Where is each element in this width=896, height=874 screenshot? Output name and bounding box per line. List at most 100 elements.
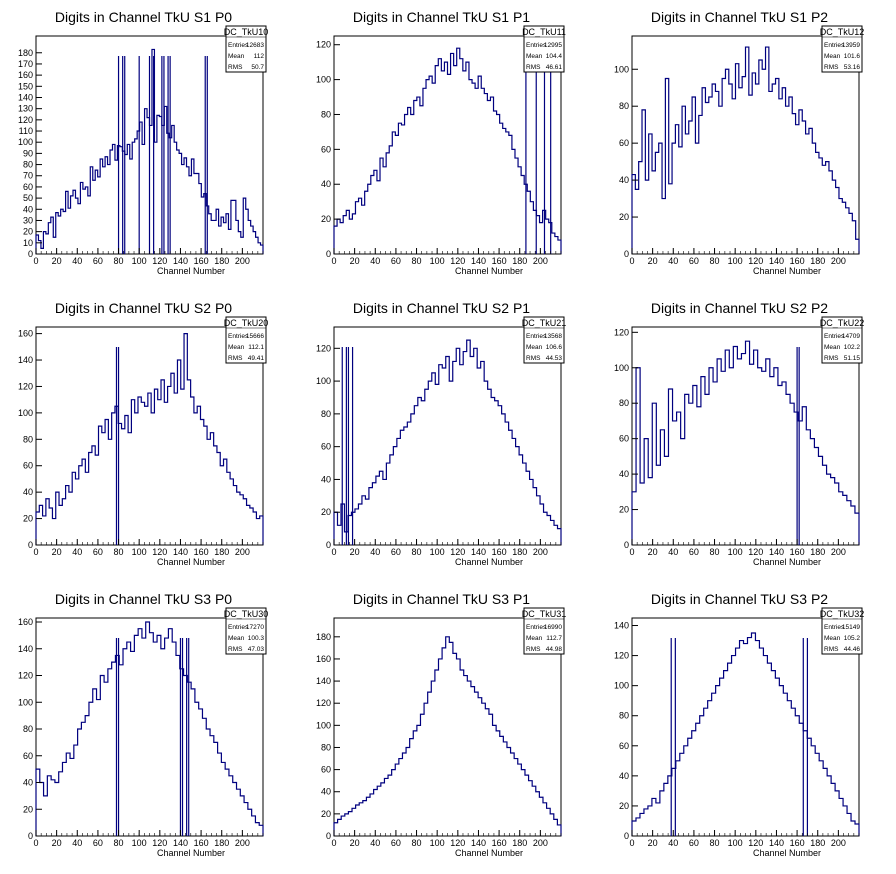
y-tick-label: 0 [624, 831, 629, 841]
x-tick-label: 20 [52, 838, 62, 848]
x-tick-label: 140 [471, 838, 486, 848]
stats-name: DC_TkU10 [224, 27, 269, 37]
stats-value: 46.61 [546, 64, 563, 71]
x-tick-label: 0 [33, 256, 38, 266]
stats-label: RMS [824, 646, 839, 653]
x-tick-label: 180 [810, 838, 825, 848]
histogram-line [333, 636, 562, 836]
stats-name: DC_TkU22 [820, 318, 865, 328]
y-tick-label: 60 [23, 461, 33, 471]
stats-value: 44.53 [546, 355, 563, 362]
y-tick-label: 110 [19, 126, 33, 136]
histogram-line [631, 632, 860, 836]
x-tick-label: 120 [748, 838, 763, 848]
x-tick-label: 180 [214, 547, 229, 557]
x-axis-label: Channel Number [753, 557, 821, 567]
histogram-panel: Digits in Channel TkU S2 P2 0 20 40 60 80 100 1… [614, 300, 864, 567]
stats-frame [523, 316, 565, 364]
stats-value: 13568 [544, 333, 562, 340]
x-tick-label: 120 [450, 256, 465, 266]
x-tick-label: 120 [748, 256, 763, 266]
y-tick-label: 60 [23, 751, 33, 761]
x-tick-label: 180 [810, 547, 825, 557]
y-tick-label: 50 [23, 193, 33, 203]
stats-value: 49.41 [248, 355, 265, 362]
x-tick-label: 200 [831, 547, 846, 557]
y-tick-label: 40 [619, 469, 629, 479]
stats-value: 44.98 [546, 646, 563, 653]
x-tick-label: 60 [689, 838, 699, 848]
y-tick-label: 120 [316, 343, 331, 353]
x-tick-label: 180 [512, 256, 527, 266]
stats-label: Entries [228, 333, 249, 340]
panel-title: Digits in Channel TkU S1 P0 [55, 9, 232, 25]
stats-label: Mean [824, 53, 841, 60]
x-tick-label: 120 [152, 547, 167, 557]
stats-label: Mean [228, 635, 245, 642]
x-tick-label: 20 [350, 838, 360, 848]
stats-label: Mean [824, 635, 841, 642]
x-tick-label: 40 [668, 838, 678, 848]
stats-name: DC_TkU11 [522, 27, 566, 37]
x-tick-label: 180 [512, 547, 527, 557]
stats-value: 112.7 [546, 635, 562, 642]
x-tick-label: 160 [492, 256, 507, 266]
y-tick-label: 60 [321, 442, 331, 452]
stats-name: DC_TkU31 [522, 609, 567, 619]
x-tick-label: 200 [533, 256, 548, 266]
stats-value: 16990 [544, 624, 562, 631]
y-tick-label: 80 [321, 109, 331, 119]
y-tick-label: 140 [316, 676, 331, 686]
y-tick-label: 60 [619, 741, 629, 751]
y-tick-label: 120 [614, 651, 629, 661]
stats-label: RMS [526, 646, 541, 653]
stats-value: 44.46 [844, 646, 861, 653]
y-tick-label: 100 [18, 697, 33, 707]
y-tick-label: 30 [23, 215, 33, 225]
x-tick-label: 80 [412, 547, 422, 557]
stats-label: RMS [526, 355, 541, 362]
panel-title: Digits in Channel TkU S2 P0 [55, 300, 232, 316]
stats-value: 101.6 [844, 53, 861, 60]
x-axis-label: Channel Number [157, 557, 225, 567]
x-tick-label: 160 [194, 547, 209, 557]
stats-label: Entries [824, 624, 845, 631]
histogram-panel: Digits in Channel TkU S1 P1 0 20 40 60 80 100 1… [316, 9, 566, 276]
x-tick-label: 60 [93, 547, 103, 557]
stats-label: Entries [824, 42, 845, 49]
x-tick-label: 0 [331, 256, 336, 266]
x-tick-label: 140 [173, 256, 188, 266]
y-tick-label: 120 [18, 381, 33, 391]
histogram-panel: Digits in Channel TkU S3 P2 0 20 40 60 80 100 1… [614, 591, 864, 858]
x-tick-label: 200 [235, 547, 250, 557]
y-tick-label: 160 [18, 617, 33, 627]
x-tick-label: 40 [72, 838, 82, 848]
x-tick-label: 100 [430, 256, 445, 266]
y-tick-label: 0 [326, 831, 331, 841]
x-tick-label: 140 [173, 547, 188, 557]
y-tick-label: 40 [23, 487, 33, 497]
y-tick-label: 180 [316, 632, 331, 642]
x-tick-label: 40 [72, 256, 82, 266]
y-tick-label: 20 [321, 507, 331, 517]
x-tick-label: 80 [710, 256, 720, 266]
panel-title: Digits in Channel TkU S1 P2 [651, 9, 828, 25]
x-tick-label: 160 [194, 256, 209, 266]
x-tick-label: 160 [790, 256, 805, 266]
stats-label: RMS [824, 64, 839, 71]
y-tick-label: 130 [18, 104, 33, 114]
x-axis-label: Channel Number [753, 848, 821, 858]
x-tick-label: 40 [72, 547, 82, 557]
stats-value: 102.2 [844, 344, 861, 351]
y-tick-label: 10 [23, 238, 33, 248]
stats-frame [821, 316, 863, 364]
x-tick-label: 80 [412, 256, 422, 266]
x-tick-label: 0 [629, 256, 634, 266]
x-tick-label: 100 [430, 547, 445, 557]
stats-frame [821, 607, 863, 655]
stats-value: 12683 [246, 42, 264, 49]
